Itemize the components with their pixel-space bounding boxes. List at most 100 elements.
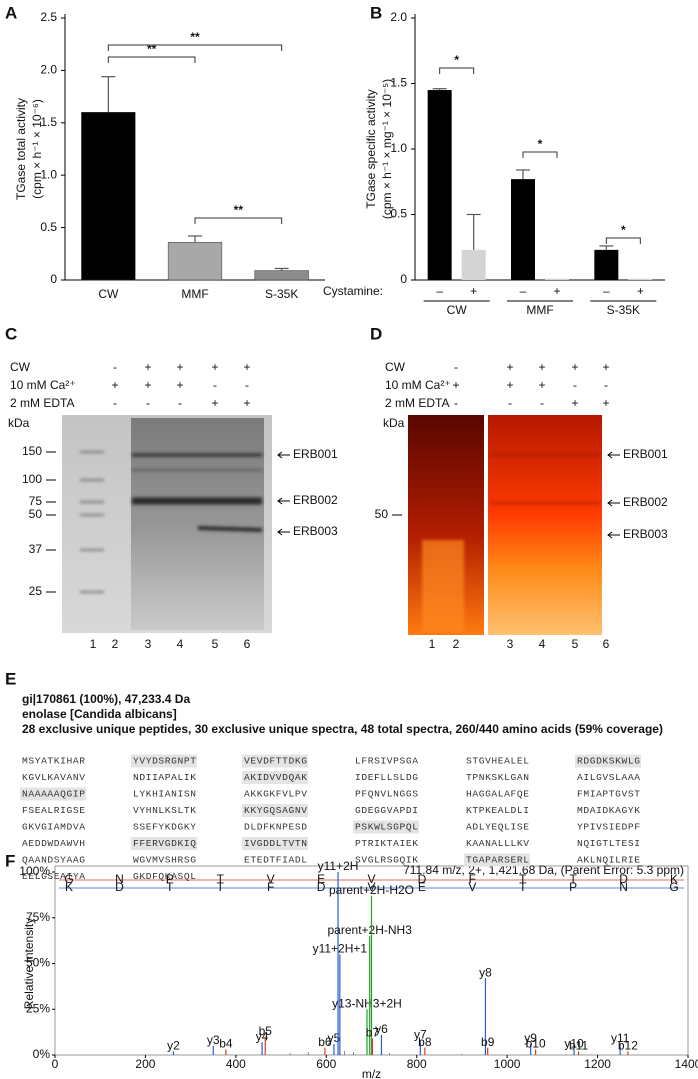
sequence-chunk: PFQNVLNGGS: [355, 789, 419, 800]
band-arrow: [277, 528, 290, 536]
marker-label: 50: [375, 507, 389, 521]
sequence-chunk: YPIVSIEDPF: [577, 822, 641, 833]
peak-label: b5: [259, 1024, 273, 1038]
residue: K: [670, 872, 678, 886]
row-sign: -: [573, 378, 577, 392]
marker-label: 50: [29, 507, 43, 521]
marker-label: 100: [22, 472, 42, 486]
row-sign: +: [602, 396, 609, 410]
sequence-chunk: MSYATKIHAR: [22, 756, 86, 767]
sequence-chunk: FMIAPTGVST: [577, 789, 641, 800]
sequence-chunk: STGVHEALEL: [466, 756, 530, 767]
sequence-chunk: KGVLKAVANV: [22, 772, 86, 783]
sequence-chunk: FFERVGDKIQ: [133, 838, 197, 849]
y-tick-label: 0.5: [40, 220, 57, 234]
series-tick-label: +: [637, 284, 644, 298]
y-tick-label: 1.0: [40, 167, 57, 181]
sequence-chunk: HAGGALAFQE: [466, 789, 530, 800]
peak-label: b12: [618, 1039, 638, 1053]
sequence-chunk: EELGSEAIYA: [22, 871, 86, 882]
coverage-highlight: [131, 754, 197, 768]
sequence-chunk: RDGDKSKWLG: [577, 756, 641, 767]
row-label: 10 mM Ca²⁺: [385, 378, 451, 392]
peak-label: y3: [207, 1033, 220, 1047]
group-label: Cystamine:: [323, 284, 383, 298]
sequence-chunk: NDIIAPALIK: [133, 772, 197, 783]
sequence-chunk: PSKWLSGPQL: [355, 822, 419, 833]
row-sign: +: [144, 360, 151, 374]
row-label: CW: [10, 360, 31, 374]
panel-label: D: [370, 324, 382, 343]
peak-label: b4: [219, 1037, 233, 1051]
residue: T: [519, 880, 527, 894]
y-axis-label: (cpm × h⁻¹ × 10⁻⁶): [30, 99, 44, 199]
y-tick-label: 25%: [26, 1001, 50, 1015]
row-sign: -: [113, 360, 117, 374]
peak-label: y11+2H: [318, 859, 359, 873]
peak-label: parent+2H-NH3: [328, 923, 413, 937]
sequence-chunk: QAANDSYAAG: [22, 855, 86, 866]
y-tick-label: 2.0: [40, 63, 57, 77]
sequence-chunk: KKYGQSAGNV: [244, 805, 308, 816]
residue: T: [569, 872, 577, 886]
panel-label: C: [5, 324, 17, 343]
sequence-chunk: WGVMVSHRSG: [133, 855, 197, 866]
residue: F: [469, 872, 476, 886]
peak-label: y2: [167, 1039, 180, 1053]
sequence-header: 28 exclusive unique peptides, 30 exclusi…: [22, 722, 663, 736]
marker-label: 150: [22, 444, 42, 458]
x-tick-label: 0: [52, 1057, 59, 1071]
panel-label: E: [5, 669, 16, 688]
sequence-chunk: TGAPARSERL: [466, 855, 530, 866]
lane-number: 5: [212, 637, 219, 651]
sequence-chunk: GKDFQKASQL: [133, 871, 197, 882]
row-sign: -: [454, 396, 458, 410]
band-arrow: [607, 531, 620, 539]
sequence-chunk: KTPKEALDLI: [466, 805, 530, 816]
row-label: 2 mM EDTA: [10, 396, 74, 410]
residue: V: [267, 872, 275, 886]
peak-label: b9: [481, 1035, 495, 1049]
coverage-highlight: [242, 804, 308, 817]
residue: K: [65, 880, 73, 894]
significance-bracket: [194, 217, 283, 224]
sequence-chunk: LFRSIVPSGA: [355, 756, 419, 767]
band-label: ERB002: [623, 495, 668, 509]
bar: [628, 278, 653, 280]
x-tick-label: 1400: [675, 1057, 698, 1071]
residue: T: [217, 872, 225, 886]
y-tick-label: 2.5: [40, 10, 57, 24]
coverage-highlight: [242, 771, 308, 784]
x-tick-label: CW: [98, 287, 119, 301]
residue: T: [217, 880, 225, 894]
significance-label: **: [190, 30, 200, 44]
sequence-chunk: PTRIKTAIEK: [355, 838, 419, 849]
row-sign: -: [146, 396, 150, 410]
y-axis-label: TGase specific activity: [364, 89, 378, 208]
coverage-highlight: [464, 853, 530, 867]
panel-label: A: [5, 3, 17, 22]
sequence-chunk: SVGLRSGQIK: [355, 855, 419, 866]
peak-label: y11+2H+1: [313, 942, 368, 956]
sequence-chunk: NQIGTLTESI: [577, 838, 641, 849]
bar: [461, 249, 486, 280]
significance-label: **: [147, 42, 157, 56]
row-sign: +: [211, 360, 218, 374]
y-axis-label: TGase total activity: [14, 98, 28, 200]
row-sign: -: [178, 396, 182, 410]
coverage-highlight: [242, 754, 308, 768]
residue: D: [115, 880, 124, 894]
bar: [81, 112, 136, 281]
sequence-chunk: DLDFKNPESD: [244, 822, 308, 833]
peak-label: y9: [524, 1031, 537, 1045]
series-tick-label: –: [603, 284, 610, 298]
sequence-chunk: AKLNQILRIE: [577, 855, 641, 866]
significance-bracket: [107, 44, 283, 51]
row-sign: +: [243, 396, 250, 410]
gel-c-image: [62, 415, 272, 633]
row-sign: -: [508, 396, 512, 410]
marker-label: 75: [29, 494, 43, 508]
bar: [545, 278, 569, 280]
row-sign: +: [111, 378, 118, 392]
series-tick-label: +: [553, 284, 560, 298]
